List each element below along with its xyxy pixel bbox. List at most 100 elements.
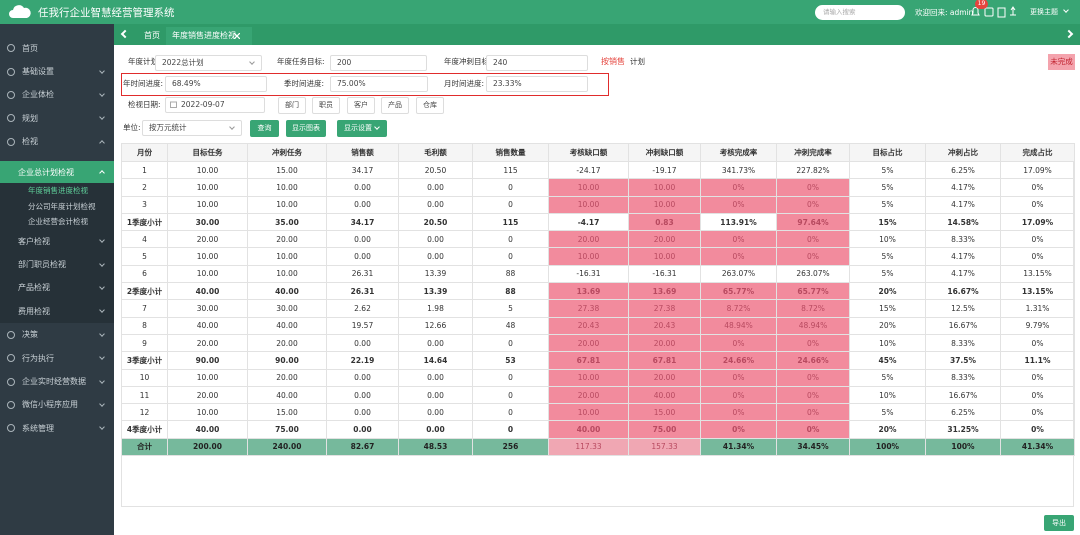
table-cell: 0%	[700, 247, 777, 266]
table-cell: 0.00	[398, 230, 473, 249]
tab[interactable]: 首页	[144, 31, 160, 40]
tab-close[interactable]	[234, 33, 240, 39]
menu-item[interactable]: 决策	[0, 323, 114, 346]
column-header: 月份	[121, 143, 168, 162]
table-cell: 10.00	[167, 264, 248, 284]
menu-item[interactable]: 企业实时经营数据	[0, 370, 114, 393]
table-cell: 0%	[1000, 247, 1075, 266]
menu-item[interactable]: 行为执行	[0, 347, 114, 370]
table-cell: 10.00	[167, 195, 248, 214]
table-cell: 15.00	[628, 403, 701, 422]
table-cell: 16.67%	[925, 282, 1001, 301]
filter-button[interactable]: 仓库	[416, 97, 444, 114]
table-cell: 8.33%	[925, 230, 1001, 249]
table-cell: 31.25%	[925, 420, 1001, 439]
table-cell: 0%	[700, 230, 777, 249]
table-cell: 10.00	[548, 247, 629, 266]
table-cell: 15%	[849, 212, 926, 232]
table-cell: 10.00	[167, 160, 248, 180]
menu-item[interactable]: 首页	[0, 37, 114, 60]
menu-item[interactable]: 企业体检	[0, 83, 114, 106]
table-cell: 34.17	[326, 212, 399, 232]
table-cell: 0%	[776, 230, 850, 249]
table-cell: 13.69	[548, 282, 629, 301]
table-cell: 10.00	[548, 178, 629, 197]
by-sales[interactable]: 按销售	[601, 57, 625, 66]
table-cell: -16.31	[548, 264, 629, 284]
table-cell: 1季度小计	[121, 212, 168, 232]
table-cell: 7	[121, 299, 168, 318]
column-header: 目标占比	[849, 143, 926, 162]
table-cell: 0	[472, 420, 549, 439]
submenu-item[interactable]: 产品检视	[0, 276, 114, 300]
table-cell: 26.31	[326, 264, 399, 284]
welcome-text: 欢迎回来: admin	[915, 8, 974, 17]
sprint-input[interactable]: 240	[486, 55, 588, 71]
settings-button[interactable]: 显示设置	[337, 120, 387, 137]
table-cell: 0.00	[398, 178, 473, 197]
search-box[interactable]: 请输入搜索	[815, 5, 905, 20]
filter-button[interactable]: 客户	[347, 97, 375, 114]
submenu-leaf[interactable]: 企业经营会计检视	[0, 214, 114, 230]
subtotal-row: 1季度小计 30.00 35.00 34.17 20.50 115 -4.17 0.83 113…	[121, 212, 1075, 232]
table-cell: 0%	[700, 403, 777, 422]
table-cell: 1.98	[398, 299, 473, 318]
table-cell: 0.00	[326, 178, 399, 197]
filter-button[interactable]: 产品	[381, 97, 409, 114]
table-cell: 9	[121, 333, 168, 353]
menu-item[interactable]: 系统管理	[0, 417, 114, 440]
submenu-item[interactable]: 费用检视	[0, 299, 114, 324]
quarter-progress: 75.00%	[330, 76, 428, 92]
export-button[interactable]: 导出	[1044, 515, 1074, 531]
tab-prev[interactable]	[120, 29, 130, 39]
menu-item[interactable]: 检视	[0, 130, 114, 153]
tab-next[interactable]	[1064, 29, 1074, 39]
submenu-leaf[interactable]: 年度销售进度检视	[0, 183, 114, 199]
table-cell: 27.38	[548, 299, 629, 318]
month-progress: 23.33%	[486, 76, 588, 92]
unit-select[interactable]: 按万元统计	[142, 120, 242, 136]
table-cell: 0%	[1000, 420, 1075, 439]
table-cell: 0.00	[326, 230, 399, 249]
menu-item[interactable]: 规划	[0, 107, 114, 130]
table-cell: 0%	[1000, 195, 1075, 214]
table-cell: 20.00	[628, 333, 701, 353]
chart-button[interactable]: 显示图表	[286, 120, 326, 137]
table-cell: 22.19	[326, 351, 399, 370]
tab-active[interactable]: 年度销售进度检视	[166, 27, 252, 45]
filter-button[interactable]: 职员	[312, 97, 340, 114]
table-cell: -16.31	[628, 264, 701, 284]
submenu-leaf[interactable]: 分公司年度计划检视	[0, 198, 114, 214]
submenu-item[interactable]: 企业总计划检视	[0, 161, 114, 183]
table-cell: -4.17	[548, 212, 629, 232]
table-cell: 6.25%	[925, 403, 1001, 422]
table-cell: 0.00	[398, 333, 473, 353]
data-row: 7 30.00 30.00 2.62 1.98 5 27.38 27.38 8.72% 8.72%…	[121, 299, 1075, 318]
plan-select[interactable]: 2022总计划	[155, 55, 262, 71]
label: 年度冲刺目标:	[444, 57, 492, 66]
submenu-item[interactable]: 部门职员检视	[0, 252, 114, 277]
table-cell: 8.33%	[925, 333, 1001, 353]
table-cell: 0%	[776, 420, 850, 439]
menu-item[interactable]: 微信小程序应用	[0, 393, 114, 416]
theme-switch[interactable]: 更换主题	[1030, 8, 1058, 16]
table-cell: 341.73%	[700, 160, 777, 180]
table-cell: 11.1%	[1000, 351, 1075, 370]
table-cell: 20.00	[628, 230, 701, 249]
table-cell: 0%	[700, 195, 777, 214]
column-header: 考核完成率	[700, 143, 777, 162]
table-cell: 15.00	[247, 403, 327, 422]
plan-text[interactable]: 计划	[630, 57, 645, 66]
menu-item[interactable]: 基础设置	[0, 60, 114, 83]
submenu-item[interactable]: 客户检视	[0, 229, 114, 253]
filter-button[interactable]: 部门	[278, 97, 306, 114]
table-cell: 41.34%	[700, 437, 777, 457]
date-input[interactable]: 2022-09-07	[165, 97, 265, 113]
table-cell: 20.50	[398, 212, 473, 232]
menu-arrow	[99, 139, 105, 146]
query-button[interactable]: 查询	[250, 120, 279, 137]
table-cell: 10.00	[167, 368, 248, 387]
table-cell: 48	[472, 316, 549, 335]
target-input[interactable]: 200	[330, 55, 427, 71]
